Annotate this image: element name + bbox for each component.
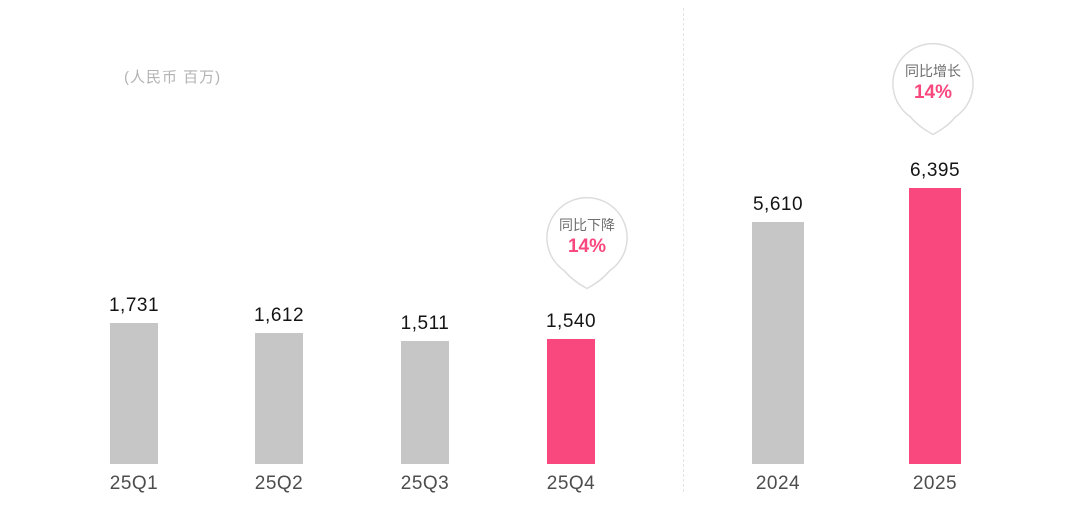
unit-label: (人民币 百万) <box>124 69 222 86</box>
annotation-bubble-quarterly: 同比下降 14% <box>543 196 631 291</box>
bar-value-label: 1,731 <box>108 295 160 317</box>
section-divider <box>683 8 684 492</box>
annotation-bubble-annual: 同比增长 14% <box>889 42 977 137</box>
bar-group-25Q2: 1,612 25Q2 <box>214 304 344 494</box>
annotation-label: 同比下降 <box>559 217 615 233</box>
bar-value-label: 1,511 <box>400 313 450 335</box>
axis-label-25Q3: 25Q3 <box>400 473 450 494</box>
bar-2025 <box>909 187 961 464</box>
bar-group-2024: 5,610 2024 <box>713 193 843 494</box>
axis-label-25Q4: 25Q4 <box>546 473 596 494</box>
bar-group-25Q4: 1,540 25Q4 <box>506 310 636 494</box>
bar-25Q2 <box>255 332 303 464</box>
bar-25Q3 <box>401 341 449 464</box>
teardrop-shape <box>546 196 628 290</box>
axis-label-25Q1: 25Q1 <box>109 473 159 494</box>
axis-label-25Q2: 25Q2 <box>254 473 304 494</box>
bar-2024 <box>752 221 804 464</box>
annotation-value: 14% <box>567 236 607 257</box>
bar-25Q4 <box>547 338 595 464</box>
axis-label-2024: 2024 <box>755 473 801 494</box>
bar-value-label: 1,612 <box>253 304 305 326</box>
bar-value-label: 1,540 <box>545 310 597 332</box>
annotation-label: 同比增长 <box>905 63 961 79</box>
teardrop-shape <box>892 42 974 136</box>
bar-25Q1 <box>110 323 158 464</box>
bar-value-label: 5,610 <box>752 193 804 215</box>
bar-group-25Q1: 1,731 25Q1 <box>69 295 199 494</box>
bar-value-label: 6,395 <box>909 159 961 181</box>
bar-group-25Q3: 1,511 25Q3 <box>360 313 490 494</box>
axis-label-2025: 2025 <box>912 473 958 494</box>
annotation-value: 14% <box>913 82 953 103</box>
bar-group-2025: 6,395 2025 <box>870 159 1000 494</box>
